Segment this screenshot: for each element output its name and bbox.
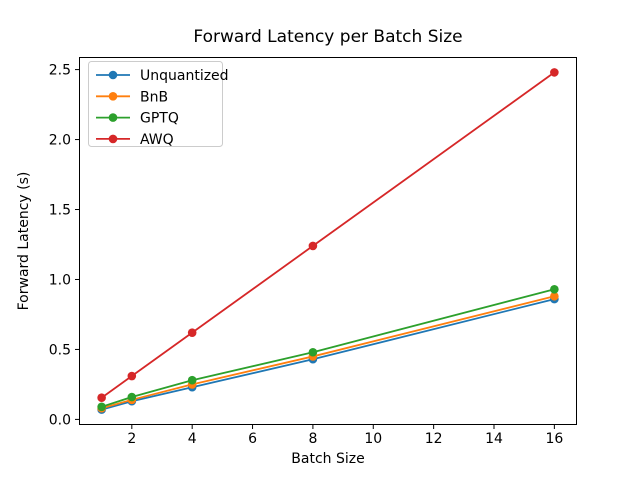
data-point: [308, 347, 318, 357]
y-tick-label: 0.0: [49, 412, 71, 428]
legend-label: AWQ: [140, 132, 174, 148]
data-point: [187, 375, 197, 385]
x-tick-label: 16: [545, 431, 563, 447]
x-tick-label: 12: [425, 431, 443, 447]
data-point: [187, 328, 197, 337]
legend-swatch-marker: [108, 134, 118, 144]
series-line-unquantized: [100, 298, 556, 411]
x-tick-label: 10: [364, 431, 382, 447]
legend: Unquantized BnB GPTQ AWQ: [88, 61, 229, 148]
x-tick-label: 2: [127, 431, 136, 447]
y-tick-label: 2.5: [49, 63, 71, 79]
series-line-bnb: [100, 295, 556, 410]
y-tick-label: 0.5: [49, 342, 71, 358]
data-point: [308, 241, 318, 251]
legend-label: Unquantized: [140, 68, 229, 84]
data-point: [97, 402, 106, 412]
legend-swatch-marker: [108, 70, 118, 80]
x-tick-label: 14: [485, 431, 503, 447]
legend-swatch-marker: [108, 92, 118, 101]
legend-box: [88, 61, 223, 147]
data-point: [127, 371, 137, 381]
legend-entry-gptq: GPTQ: [96, 111, 179, 127]
chart-title: Forward Latency per Batch Size: [193, 27, 463, 47]
legend-entry-awq: AWQ: [96, 132, 174, 148]
x-tick-label: 4: [188, 431, 197, 447]
legend-entry-unquantized: Unquantized: [96, 68, 229, 84]
y-tick-label: 1.0: [49, 272, 71, 288]
x-tick-label: 6: [248, 431, 257, 447]
data-point: [550, 291, 559, 301]
y-axis-label: Forward Latency (s): [16, 171, 32, 311]
data-point: [97, 393, 106, 403]
data-point: [550, 284, 559, 294]
x-tick-label: 8: [308, 431, 317, 447]
data-point: [127, 392, 137, 402]
y-tick-label: 1.5: [49, 203, 71, 219]
x-axis-label: Batch Size: [291, 451, 365, 467]
legend-label: GPTQ: [140, 111, 179, 127]
axes-frame: [79, 57, 577, 425]
legend-label: BnB: [140, 89, 168, 105]
data-point: [550, 68, 559, 77]
legend-swatch-marker: [108, 113, 118, 122]
y-tick-label: 2.0: [49, 133, 71, 149]
legend-entry-bnb: BnB: [96, 89, 168, 105]
